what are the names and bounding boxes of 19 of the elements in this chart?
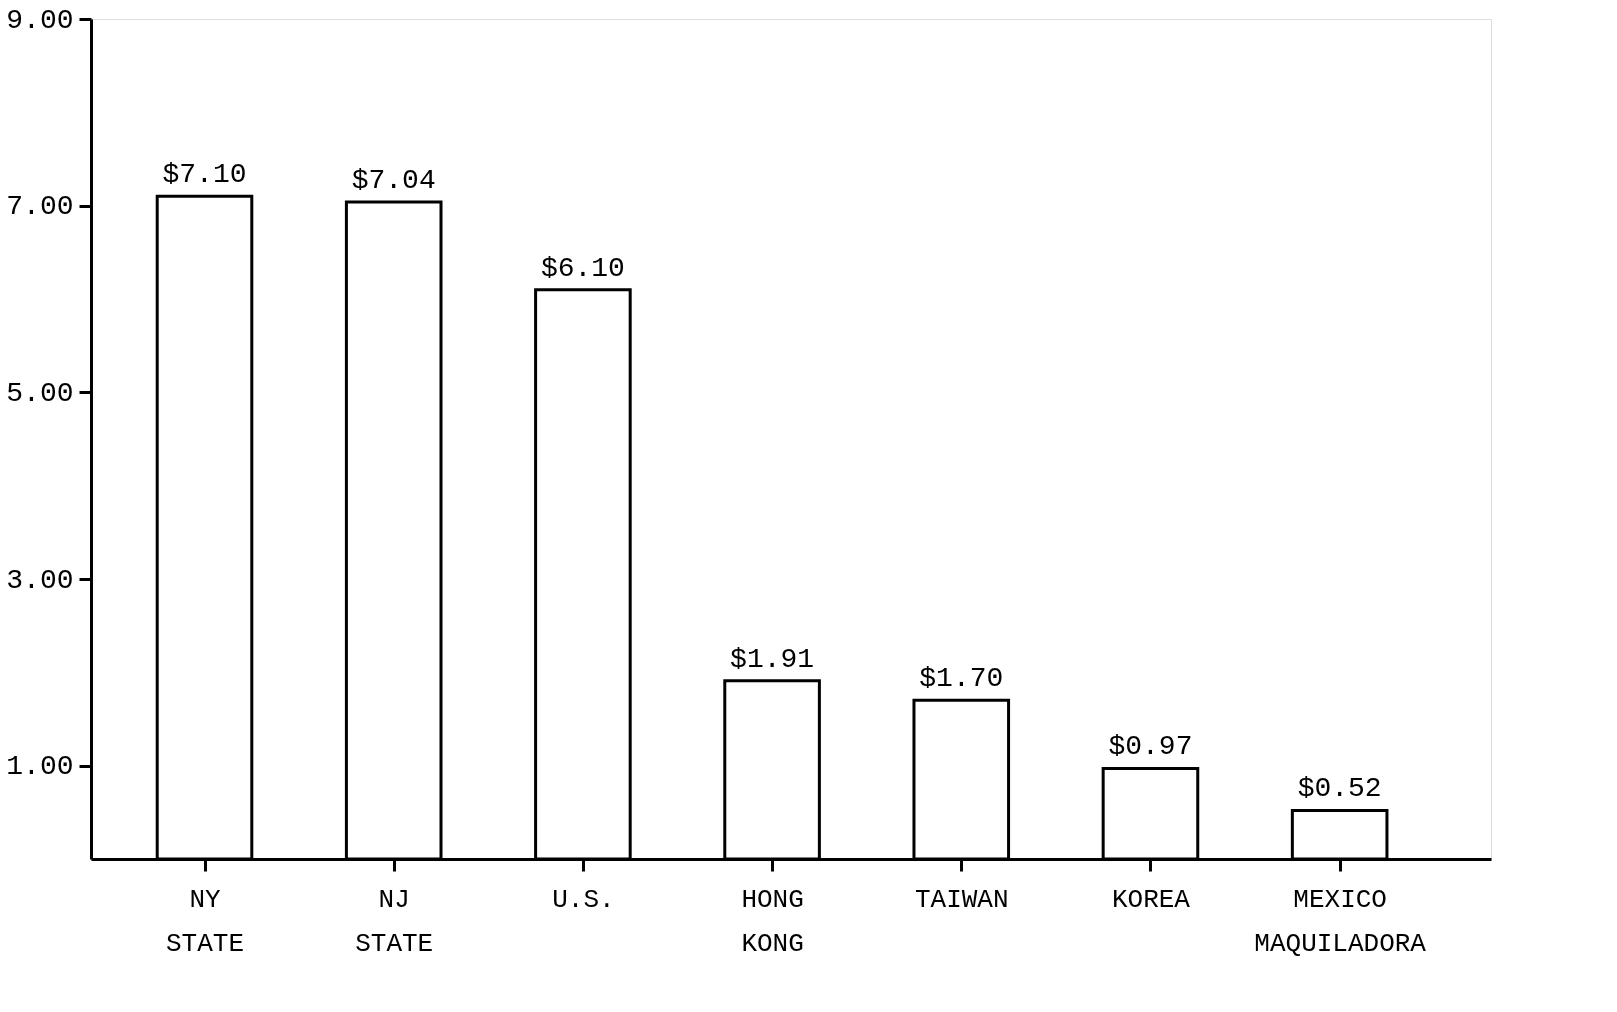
y-tick-label: 5.00 (6, 377, 74, 409)
x-tick-label: NJ STATE (355, 884, 434, 959)
data-label: $1.91 (730, 643, 815, 675)
y-tick-label: 9.00 (6, 4, 74, 36)
data-label: $6.10 (540, 252, 625, 284)
y-tick-label: 1.00 (6, 751, 74, 783)
y-tick-label: 3.00 (6, 564, 74, 596)
x-tick-label: TAIWAN (914, 884, 1009, 915)
y-tick-label: 7.00 (6, 191, 74, 223)
x-tick-label: U.S. (552, 884, 615, 915)
data-label: $0.97 (1108, 731, 1193, 763)
x-tick-label: MEXICO MAQUILADORA (1254, 884, 1427, 959)
data-label: $1.70 (919, 663, 1004, 695)
data-label: $0.52 (1297, 773, 1382, 805)
x-tick-label: KOREA (1111, 884, 1191, 915)
data-label: $7.10 (162, 159, 247, 191)
x-tick-label: HONG KONG (741, 884, 804, 959)
x-tick-label: NY STATE (166, 884, 245, 959)
data-label: $7.04 (351, 164, 436, 196)
